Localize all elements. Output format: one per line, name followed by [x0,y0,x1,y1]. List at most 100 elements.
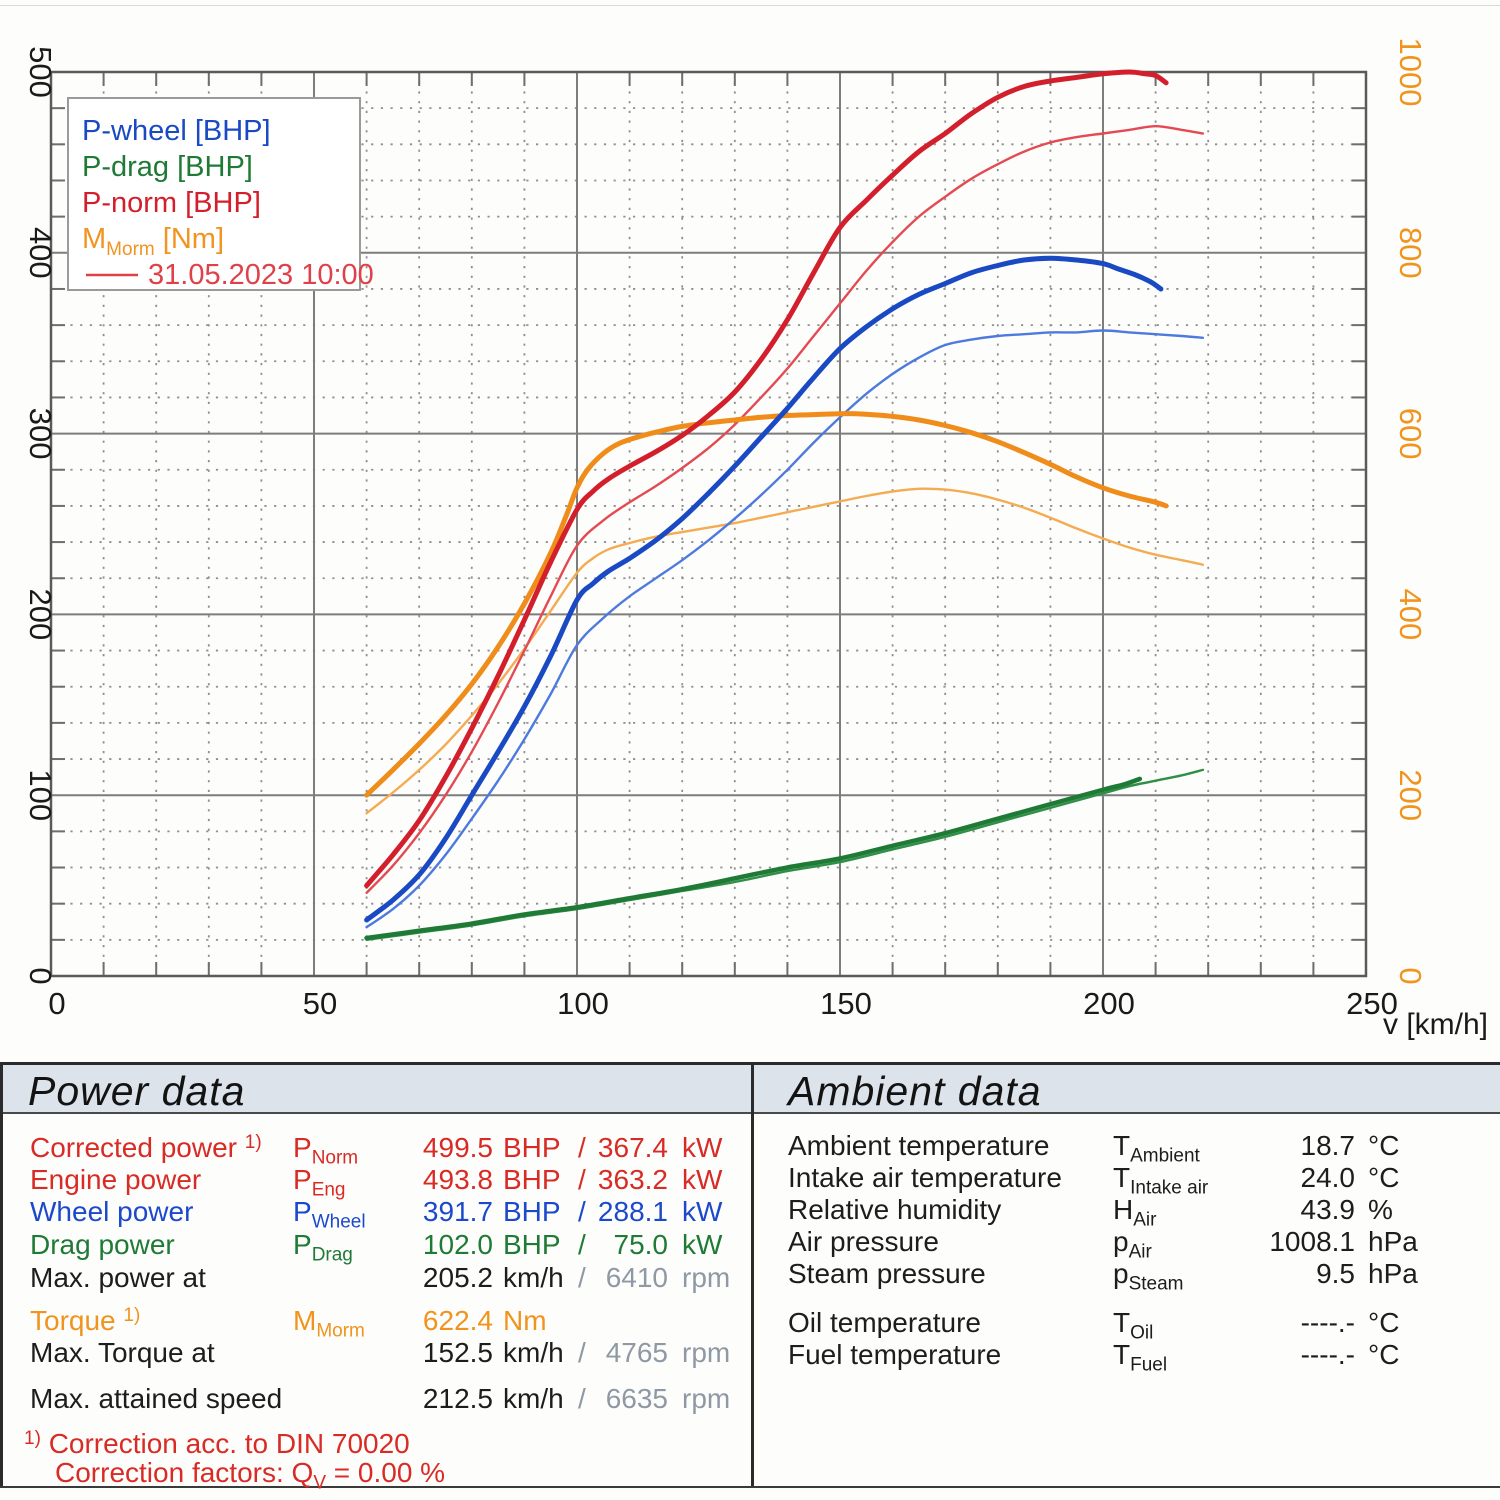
right-tick-label: 1000 [1393,38,1428,107]
row-unit-secondary: kW [682,1229,723,1260]
table-header-bar [0,1062,1500,1114]
x-tick-label: 250 [1346,986,1398,1021]
row-unit-primary: BHP [503,1229,561,1260]
row-value-secondary: 4765 [605,1337,668,1368]
row-symbol: HAir [1113,1194,1157,1231]
row-value-secondary: 75.0 [613,1229,669,1260]
row-label: Max. power at [30,1262,206,1293]
left-tick-label: 100 [23,769,58,821]
torque-thick-curve [364,411,1169,798]
row-unit-primary: Nm [503,1305,547,1336]
row-unit: °C [1368,1162,1400,1193]
row-symbol: MMorm [293,1305,365,1342]
row-unit: hPa [1368,1258,1418,1289]
row-unit-secondary: rpm [682,1262,731,1293]
row-separator: / [578,1196,586,1227]
row-unit: hPa [1368,1226,1418,1257]
legend-item: P-drag [BHP] [82,151,253,183]
right-tick-label: 0 [1393,967,1428,984]
row-symbol: PDrag [293,1229,353,1266]
row-unit-secondary: kW [682,1132,723,1163]
row-value: ----.- [1300,1339,1355,1370]
x-tick-label: 0 [48,986,65,1021]
row-symbol: pAir [1113,1226,1152,1263]
row-unit-primary: km/h [503,1337,564,1368]
scan-artifact-line [0,5,1500,6]
right-tick-label: 800 [1393,227,1428,279]
row-unit: °C [1368,1130,1400,1161]
row-value-primary: 391.7 [422,1196,493,1227]
row-label: Max. attained speed [30,1383,283,1414]
row-value-primary: 622.4 [422,1305,493,1336]
table-divider [751,1062,754,1486]
row-label: Max. Torque at [30,1337,215,1368]
x-tick-label: 200 [1083,986,1135,1021]
torque-thin-curve [365,487,1205,815]
p-norm-thick-curve [364,69,1169,889]
row-unit-primary: km/h [503,1262,564,1293]
row-value: ----.- [1300,1307,1355,1338]
row-value-primary: 212.5 [422,1383,493,1414]
row-value: 9.5 [1316,1258,1355,1289]
row-label: Ambient temperature [788,1130,1050,1161]
row-value-primary: 102.0 [422,1229,493,1260]
ambient-data-title: Ambient data [788,1068,1042,1114]
row-label: Air pressure [788,1226,939,1257]
row-unit-secondary: kW [682,1196,723,1227]
footnote-cf-post: = 0.00 % [326,1457,446,1488]
row-separator: / [578,1262,586,1293]
row-label: Oil temperature [788,1307,981,1338]
x-tick-label: 150 [820,986,872,1021]
row-symbol: TFuel [1113,1339,1168,1376]
row-separator: / [578,1164,586,1195]
row-label: Torque 1) [30,1305,141,1336]
p-wheel-thick-curve [364,255,1164,923]
footnote-correction-factors: Correction factors: QV = 0.00 % [55,1457,445,1495]
row-label: Relative humidity [788,1194,1002,1225]
left-tick-label: 400 [23,227,58,279]
table-left-border [0,1062,3,1486]
row-label: Drag power [30,1229,175,1260]
legend-item: P-norm [BHP] [82,187,261,219]
legend-item: P-wheel [BHP] [82,115,271,147]
row-value-primary: 205.2 [422,1262,493,1293]
row-unit-secondary: rpm [682,1337,731,1368]
row-value-secondary: 363.2 [597,1164,668,1195]
row-symbol: TOil [1113,1307,1154,1344]
row-value-secondary: 288.1 [597,1196,668,1227]
row-value-primary: 493.8 [422,1164,493,1195]
right-tick-label: 400 [1393,589,1428,641]
legend-item-torque: MMorm [Nm] [82,223,224,260]
row-unit: °C [1368,1307,1400,1338]
x-tick-label: 100 [557,986,609,1021]
x-tick-label: 50 [303,986,337,1021]
row-symbol: PWheel [293,1196,366,1233]
p-norm-thin-curve [365,125,1205,894]
row-label: Intake air temperature [788,1162,1062,1193]
row-symbol: pSteam [1113,1258,1184,1295]
row-symbol: PNorm [293,1132,359,1169]
row-symbol: TIntake air [1113,1162,1209,1199]
row-separator: / [578,1337,586,1368]
right-tick-label: 600 [1393,408,1428,460]
row-unit-primary: BHP [503,1132,561,1163]
row-value-secondary: 367.4 [597,1132,668,1163]
row-unit-secondary: kW [682,1164,723,1195]
footnote-cf-sub: V [313,1472,326,1494]
left-tick-label: 0 [23,967,58,984]
row-unit-primary: BHP [503,1164,561,1195]
legend-item-date: 31.05.2023 10:00 [148,259,374,291]
row-label: Fuel temperature [788,1339,1002,1370]
row-unit: °C [1368,1339,1400,1370]
right-tick-label: 200 [1393,769,1428,821]
row-label: Steam pressure [788,1258,986,1289]
footnote-cf-pre: Correction factors: Q [55,1457,314,1488]
table-bottom-border [0,1486,1500,1488]
row-separator: / [578,1383,586,1414]
row-label: Corrected power 1) [30,1132,262,1163]
row-separator: / [578,1229,586,1260]
left-tick-label: 200 [23,589,58,641]
row-unit-secondary: rpm [682,1383,731,1414]
p-wheel-thin-curve [365,329,1205,929]
